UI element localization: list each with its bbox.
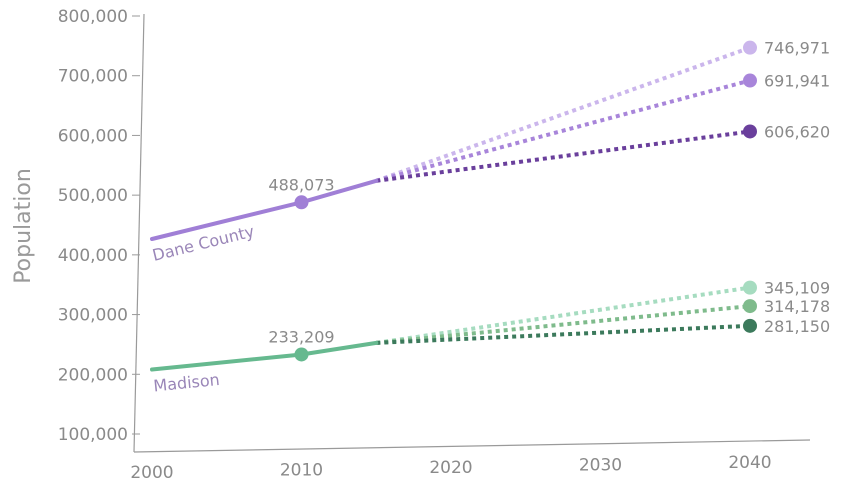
projection-end-point	[743, 318, 757, 333]
tick-labels: 100,000 200,000 300,000 400,000 500,000 600,0…	[58, 7, 772, 483]
projection-end-point	[743, 299, 757, 314]
projection-end-point	[743, 124, 757, 139]
y-tick-label: 500,000	[58, 186, 128, 206]
projection-end-label: 345,109	[764, 279, 830, 298]
projection-end-point	[743, 73, 757, 88]
x-axis-line	[133, 439, 811, 453]
y-tick-label: 700,000	[58, 67, 128, 87]
y-tick-label: 200,000	[58, 365, 128, 385]
projection-end-label: 606,620	[764, 122, 830, 141]
projection-end-label: 746,971	[764, 39, 830, 58]
y-tick-label: 800,000	[58, 7, 128, 27]
x-tick-label: 2020	[429, 458, 472, 478]
projection-line	[375, 45, 751, 183]
historical-line	[150, 178, 379, 241]
x-tick-label: 2040	[728, 453, 771, 473]
axes	[133, 13, 811, 453]
projection-line	[376, 304, 751, 345]
projection-line	[375, 78, 751, 183]
x-tick-label: 2030	[579, 456, 622, 476]
projection-line	[376, 129, 751, 183]
projection-line	[376, 285, 751, 345]
projection-end-point	[743, 40, 757, 55]
y-tick-label: 100,000	[58, 425, 128, 445]
marker-point	[294, 195, 309, 210]
projection-end-label: 314,178	[764, 297, 830, 316]
projection-end-label: 691,941	[764, 72, 830, 91]
y-axis-label: Population	[11, 168, 36, 284]
y-tick-label: 300,000	[58, 306, 128, 326]
projection-end-point	[743, 280, 757, 295]
series-name-label: Madison	[152, 370, 220, 396]
y-tick-label: 400,000	[58, 246, 128, 266]
y-tick-label: 600,000	[58, 126, 128, 146]
y-axis-line	[133, 13, 145, 453]
historical-line	[150, 340, 379, 372]
marker-value-label: 488,073	[268, 175, 334, 194]
x-tick-label: 2010	[280, 461, 323, 481]
projection-line	[376, 323, 751, 345]
projection-end-label: 281,150	[764, 317, 830, 336]
series-layer	[150, 40, 757, 372]
x-tick-label: 2000	[130, 463, 173, 483]
marker-point	[294, 347, 309, 362]
marker-value-label: 233,209	[268, 327, 334, 346]
